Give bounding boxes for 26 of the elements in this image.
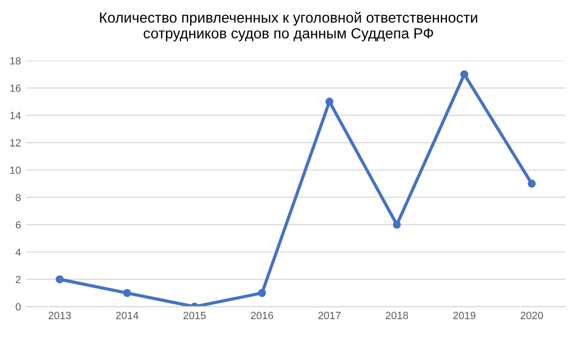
point [56,275,64,284]
point [460,70,468,78]
point [528,180,536,188]
x-tick-label: 2016 [250,312,274,320]
y-tick-label: 6 [16,221,21,229]
y-tick-label: 16 [10,84,21,92]
point [258,289,266,297]
y-tick-label: 4 [16,248,21,256]
y-tick-label: 18 [10,57,21,65]
x-tick-label: 2015 [183,312,206,320]
y-tick-label: 14 [10,112,21,120]
y-tick-label: 8 [16,194,21,202]
point [123,289,132,297]
x-tick-label: 2017 [318,312,340,320]
x-tick-label: 2018 [386,312,408,320]
x-tick-label: 2013 [48,312,71,320]
point [392,220,401,229]
chart-title: Количество привлеченных к уголовной ответственности сотрудников судов по данным Суддепа РФ [100,12,478,42]
x-tick-label: 2019 [453,312,476,320]
y-tick-label: 0 [16,303,21,311]
y-tick-label: 2 [16,276,21,284]
x-tick-label: 2020 [520,312,543,320]
x-tick-label: 2014 [116,312,138,320]
y-tick-label: 12 [10,139,21,146]
y-tick-label: 10 [10,166,21,174]
point [325,98,334,106]
